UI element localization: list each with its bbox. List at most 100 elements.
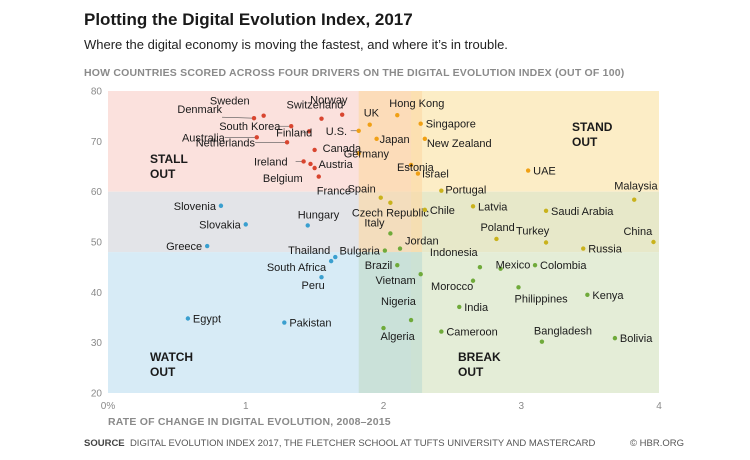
y-tick-label: 60 bbox=[91, 187, 103, 198]
point-pakistan bbox=[282, 320, 287, 325]
label-denmark: Denmark bbox=[177, 104, 222, 116]
copyright-credit: © HBR.ORG bbox=[630, 438, 684, 449]
region-middle-olive bbox=[411, 191, 659, 253]
label-new-zealand: New Zealand bbox=[427, 138, 492, 150]
label-jordan: Jordan bbox=[405, 236, 439, 248]
point-philippines bbox=[516, 285, 521, 290]
label-sweden: Sweden bbox=[210, 96, 250, 108]
label-turkey: Turkey bbox=[516, 226, 550, 238]
label-philippines: Philippines bbox=[514, 293, 568, 305]
region-band-lower bbox=[358, 252, 423, 393]
quadrant-label-word: BREAK bbox=[458, 350, 501, 364]
x-tick-label: 2 bbox=[381, 401, 387, 412]
quadrant-label-watch-out: WATCH OUT bbox=[150, 350, 193, 379]
point-belgium bbox=[312, 165, 317, 171]
point-spain bbox=[378, 195, 383, 200]
point-u-s- bbox=[356, 128, 361, 133]
point-greece bbox=[204, 243, 210, 249]
point-australia bbox=[254, 135, 259, 140]
label-cameroon: Cameroon bbox=[446, 327, 497, 339]
point-slovenia bbox=[218, 203, 224, 208]
label-israel: Israel bbox=[422, 169, 449, 181]
label-slovakia: Slovakia bbox=[199, 219, 241, 231]
label-ireland: Ireland bbox=[254, 156, 288, 168]
chart-subtitle: Where the digital economy is moving the … bbox=[84, 37, 508, 52]
point-peru bbox=[319, 275, 324, 280]
label-bolivia: Bolivia bbox=[620, 333, 653, 345]
label-malaysia: Malaysia bbox=[614, 181, 658, 193]
point-morocco bbox=[470, 278, 476, 283]
label-switzerland: Switzerland bbox=[287, 100, 344, 112]
point-uk bbox=[367, 122, 372, 127]
point-mexico bbox=[498, 266, 503, 271]
point-portugal bbox=[439, 188, 444, 193]
label-belgium: Belgium bbox=[263, 173, 303, 185]
label-saudi-arabia: Saudi Arabia bbox=[551, 206, 614, 218]
label-morocco: Morocco bbox=[431, 281, 473, 293]
label-thailand: Thailand bbox=[288, 245, 330, 257]
point-indonesia bbox=[477, 264, 483, 270]
y-tick-label: 40 bbox=[91, 288, 103, 299]
source-label: SOURCE bbox=[84, 438, 125, 449]
label-south-africa: South Africa bbox=[267, 262, 327, 274]
point-china bbox=[651, 239, 656, 245]
region-band-upper bbox=[358, 91, 423, 253]
label-uk: UK bbox=[364, 108, 380, 120]
point-finland bbox=[306, 129, 312, 134]
label-u-s-: U.S. bbox=[326, 126, 347, 138]
point-algeria bbox=[381, 325, 386, 331]
label-portugal: Portugal bbox=[445, 185, 486, 197]
point-netherlands bbox=[284, 140, 290, 145]
point-switzerland bbox=[319, 116, 324, 121]
label-mexico: Mexico bbox=[496, 260, 531, 272]
label-poland: Poland bbox=[480, 222, 514, 234]
quadrant-label-word: OUT bbox=[458, 365, 484, 379]
point-colombia bbox=[532, 262, 538, 268]
label-germany: Germany bbox=[344, 148, 390, 160]
x-axis-label: RATE OF CHANGE IN DIGITAL EVOLUTION, 200… bbox=[108, 416, 391, 428]
x-tick-label: 3 bbox=[518, 401, 524, 412]
chart-title: Plotting the Digital Evolution Index, 20… bbox=[84, 10, 413, 29]
point-hungary bbox=[305, 223, 310, 228]
label-japan: Japan bbox=[380, 134, 410, 146]
point-austria bbox=[308, 161, 313, 167]
label-brazil: Brazil bbox=[365, 260, 393, 272]
point-norway bbox=[339, 112, 345, 117]
y-tick-label: 30 bbox=[91, 338, 103, 349]
point-france bbox=[316, 174, 321, 179]
label-china: China bbox=[623, 226, 653, 238]
label-canada: Canada bbox=[323, 143, 362, 155]
point-estonia bbox=[408, 162, 414, 168]
label-spain: Spain bbox=[348, 184, 376, 196]
point-israel bbox=[415, 171, 421, 176]
point-kenya bbox=[585, 292, 590, 298]
label-peru: Peru bbox=[302, 280, 325, 292]
y-tick-label: 50 bbox=[91, 238, 103, 249]
point-hong-kong bbox=[395, 112, 400, 118]
label-bulgaria: Bulgaria bbox=[340, 246, 381, 258]
quadrant-label-word: OUT bbox=[150, 167, 176, 181]
label-chile: Chile bbox=[430, 205, 455, 217]
label-pakistan: Pakistan bbox=[289, 318, 331, 330]
point-saudi-arabia bbox=[543, 208, 549, 213]
source-text: DIGITAL EVOLUTION INDEX 2017, THE FLETCH… bbox=[129, 438, 596, 449]
label-finland: Finland bbox=[276, 127, 312, 139]
point-uae bbox=[525, 168, 531, 173]
quadrant-label-word: STAND bbox=[572, 120, 613, 134]
x-tick-label: 1 bbox=[243, 401, 249, 412]
point-nigeria bbox=[408, 317, 414, 323]
label-slovenia: Slovenia bbox=[174, 201, 217, 213]
label-south-korea: South Korea bbox=[219, 121, 281, 133]
label-algeria: Algeria bbox=[381, 331, 416, 343]
label-norway: Norway bbox=[310, 95, 348, 107]
label-bangladesh: Bangladesh bbox=[534, 326, 592, 338]
label-france: France bbox=[317, 186, 351, 198]
x-tick-label: 4 bbox=[656, 401, 662, 412]
label-uae: UAE bbox=[533, 166, 556, 178]
y-tick-label: 20 bbox=[91, 389, 103, 400]
label-italy: Italy bbox=[364, 217, 385, 229]
label-nigeria: Nigeria bbox=[381, 296, 417, 308]
region-break-out bbox=[411, 252, 659, 393]
point-slovakia bbox=[243, 222, 248, 227]
